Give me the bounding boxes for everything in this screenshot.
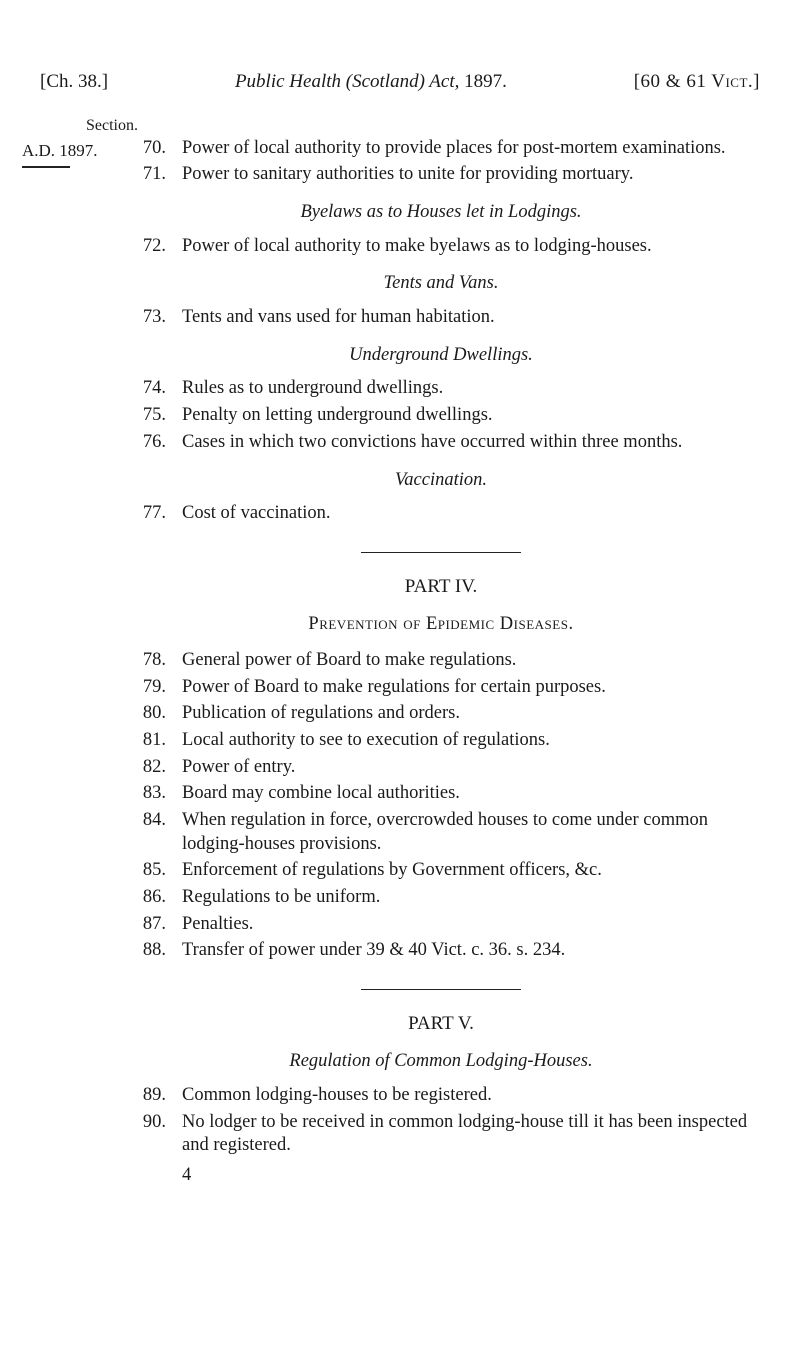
entry-text: No lodger to be received in common lodgi… <box>182 1111 756 1158</box>
entry-number: 85. <box>126 859 182 883</box>
toc-entry: 77.Cost of vaccination. <box>126 502 756 526</box>
entry-number: 88. <box>126 939 182 963</box>
toc-entry: 78.General power of Board to make regula… <box>126 649 756 673</box>
entry-number: 81. <box>126 729 182 753</box>
entry-number: 83. <box>126 782 182 806</box>
entry-text: Penalty on letting underground dwellings… <box>182 404 756 428</box>
toc-entry: 79.Power of Board to make regulations fo… <box>126 676 756 700</box>
divider-rule <box>361 989 521 990</box>
entry-text: Rules as to underground dwellings. <box>182 377 756 401</box>
entry-text: Cost of vaccination. <box>182 502 756 526</box>
header-year: 1897. <box>464 71 507 92</box>
entry-number: 89. <box>126 1084 182 1108</box>
header-title: Public Health (Scotland) Act, 1897. <box>235 70 507 94</box>
entry-number: 90. <box>126 1111 182 1158</box>
entry-text: Power of local authority to make byelaws… <box>182 235 756 259</box>
marginal-rule <box>22 166 70 168</box>
entry-number: 73. <box>126 306 182 330</box>
divider-rule <box>361 552 521 553</box>
toc-entry: 89.Common lodging-houses to be registere… <box>126 1084 756 1108</box>
part-4-heading: Prevention of Epidemic Diseases. <box>126 613 756 637</box>
part-5-title: PART V. <box>126 1012 756 1036</box>
entry-text: Power of entry. <box>182 756 756 780</box>
entry-number: 84. <box>126 809 182 856</box>
header-statute: [60 & 61 Vict.] <box>634 70 760 94</box>
entry-text: Local authority to see to execution of r… <box>182 729 756 753</box>
toc-entry: 83.Board may combine local authorities. <box>126 782 756 806</box>
part-4-title: PART IV. <box>126 575 756 599</box>
toc-entry: 84.When regulation in force, overcrowded… <box>126 809 756 856</box>
entry-text: Cases in which two convictions have occu… <box>182 431 756 455</box>
toc-entry: 71.Power to sanitary authorities to unit… <box>126 163 756 187</box>
page-number: 4 <box>182 1164 756 1188</box>
entry-number: 79. <box>126 676 182 700</box>
entry-number: 74. <box>126 377 182 401</box>
subhead-tents: Tents and Vans. <box>126 272 756 296</box>
entry-text: General power of Board to make regulatio… <box>182 649 756 673</box>
entry-text: Power of local authority to provide plac… <box>182 137 756 161</box>
page-header: [Ch. 38.] Public Health (Scotland) Act, … <box>40 70 760 94</box>
section-label: Section. <box>86 116 756 136</box>
toc-entry: 88.Transfer of power under 39 & 40 Vict.… <box>126 939 756 963</box>
subhead-vaccination: Vaccination. <box>126 469 756 493</box>
entry-text: Power of Board to make regulations for c… <box>182 676 756 700</box>
entry-number: 86. <box>126 886 182 910</box>
entry-text: Publication of regulations and orders. <box>182 702 756 726</box>
entry-text: Penalties. <box>182 913 756 937</box>
entry-number: 72. <box>126 235 182 259</box>
entry-number: 70. <box>126 137 182 161</box>
entry-number: 76. <box>126 431 182 455</box>
entry-text: When regulation in force, overcrowded ho… <box>182 809 756 856</box>
entry-text: Common lodging-houses to be registered. <box>182 1084 756 1108</box>
toc-entry: 86.Regulations to be uniform. <box>126 886 756 910</box>
header-chapter: [Ch. 38.] <box>40 70 108 94</box>
toc-entry: 85.Enforcement of regulations by Governm… <box>126 859 756 883</box>
toc-entry: 76.Cases in which two convictions have o… <box>126 431 756 455</box>
toc-entry: 90.No lodger to be received in common lo… <box>126 1111 756 1158</box>
entry-number: 87. <box>126 913 182 937</box>
toc-entry: 87.Penalties. <box>126 913 756 937</box>
entry-number: 80. <box>126 702 182 726</box>
part-5-heading: Regulation of Common Lodging-Houses. <box>126 1050 756 1074</box>
marginal-column: A.D. 1897. <box>22 140 122 168</box>
toc-entry: 81.Local authority to see to execution o… <box>126 729 756 753</box>
toc-entry: 82.Power of entry. <box>126 756 756 780</box>
entry-number: 75. <box>126 404 182 428</box>
entry-text: Power to sanitary authorities to unite f… <box>182 163 756 187</box>
toc-entry: 80.Publication of regulations and orders… <box>126 702 756 726</box>
entry-text: Board may combine local authorities. <box>182 782 756 806</box>
entry-text: Regulations to be uniform. <box>182 886 756 910</box>
subhead-underground: Underground Dwellings. <box>126 344 756 368</box>
entry-number: 82. <box>126 756 182 780</box>
subhead-byelaws: Byelaws as to Houses let in Lodgings. <box>126 201 756 225</box>
toc-entry: 75.Penalty on letting underground dwelli… <box>126 404 756 428</box>
content-body: Section. 70.Power of local authority to … <box>126 116 756 1187</box>
entry-text: Enforcement of regulations by Government… <box>182 859 756 883</box>
entry-number: 71. <box>126 163 182 187</box>
toc-entry: 72.Power of local authority to make byel… <box>126 235 756 259</box>
header-title-italic: Public Health (Scotland) Act, <box>235 71 459 92</box>
entry-text: Tents and vans used for human habitation… <box>182 306 756 330</box>
entry-number: 78. <box>126 649 182 673</box>
toc-entry: 73.Tents and vans used for human habitat… <box>126 306 756 330</box>
toc-entry: 70.Power of local authority to provide p… <box>126 137 756 161</box>
marginal-ad: A.D. 1897. <box>22 140 122 162</box>
entry-text: Transfer of power under 39 & 40 Vict. c.… <box>182 939 756 963</box>
entry-number: 77. <box>126 502 182 526</box>
toc-entry: 74.Rules as to underground dwellings. <box>126 377 756 401</box>
